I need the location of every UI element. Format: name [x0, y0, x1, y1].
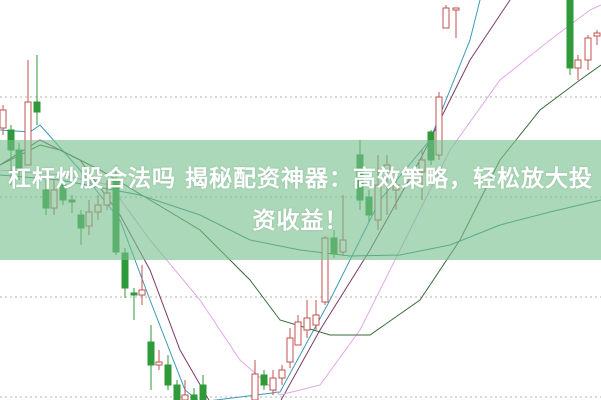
up-candle	[452, 7, 460, 11]
down-candle	[173, 384, 181, 400]
down-candle	[260, 374, 268, 386]
up-candle	[584, 37, 592, 61]
down-candle	[164, 364, 172, 386]
up-candle	[278, 369, 286, 379]
up-candle	[294, 321, 302, 346]
up-candle	[155, 361, 163, 366]
up-candle	[442, 7, 450, 29]
up-candle	[574, 59, 582, 69]
up-candle	[593, 32, 601, 37]
headline-banner: 杠杆炒股合法吗 揭秘配资神器：高效策略，轻松放大投资收益！	[0, 140, 601, 260]
up-candle	[138, 289, 146, 296]
down-candle	[147, 341, 155, 366]
up-candle	[286, 337, 294, 363]
up-candle	[251, 373, 259, 400]
down-candle	[190, 394, 198, 400]
down-candle	[199, 384, 207, 400]
up-candle	[303, 317, 311, 331]
up-candle	[269, 377, 277, 391]
headline-text: 杠杆炒股合法吗 揭秘配资神器：高效策略，轻松放大投资收益！	[7, 166, 593, 234]
up-candle	[312, 314, 320, 326]
down-candle	[566, 0, 574, 69]
down-candle	[130, 292, 138, 296]
up-candle	[0, 109, 7, 129]
down-candle	[33, 101, 41, 113]
up-candle	[181, 394, 189, 400]
